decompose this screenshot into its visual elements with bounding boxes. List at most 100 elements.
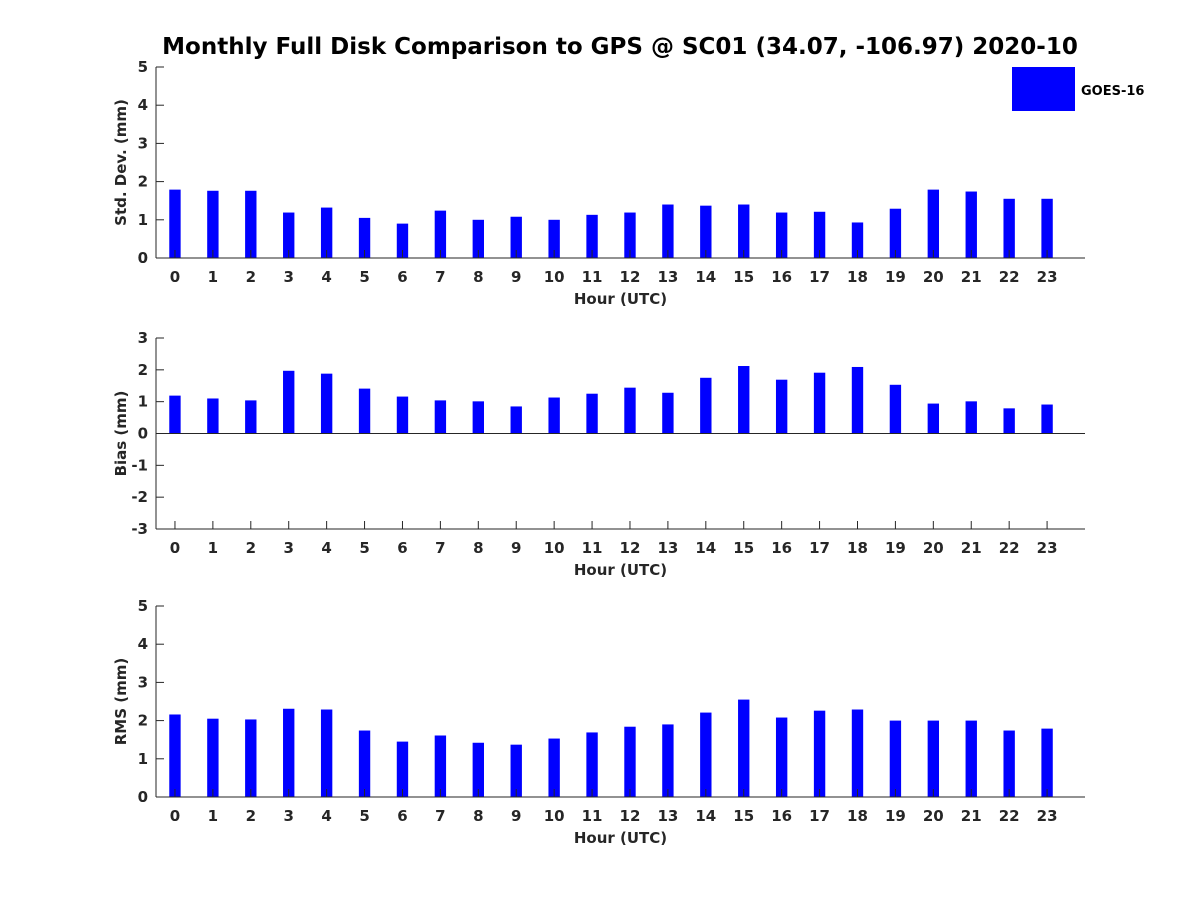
bar [1041,404,1053,434]
x-tick-label: 0 [170,268,180,286]
bar [700,712,712,797]
y-tick-label: 5 [138,597,148,615]
y-tick-label: 0 [138,788,148,806]
bar [548,219,560,258]
x-tick-label: 21 [961,807,982,825]
bar [548,397,560,434]
bar [207,398,219,434]
x-tick-label: 8 [473,539,483,557]
legend-swatch [1012,67,1075,111]
bar [662,724,674,797]
y-axis-label: Std. Dev. (mm) [112,99,130,226]
x-tick-label: 22 [999,268,1020,286]
x-tick-label: 2 [246,268,256,286]
x-tick-label: 11 [582,539,603,557]
x-tick-label: 5 [359,268,369,286]
x-tick-label: 22 [999,539,1020,557]
bar [586,732,598,797]
y-tick-label: 3 [138,329,148,347]
y-tick-label: 0 [138,249,148,267]
bar [434,400,447,434]
bar [662,392,674,434]
bar [169,395,181,434]
bar [207,718,219,797]
x-tick-label: 7 [435,268,445,286]
bar [662,204,674,258]
x-tick-label: 21 [961,268,982,286]
bar [245,190,257,258]
legend-label: GOES-16 [1081,84,1144,99]
bar [775,379,788,434]
bar [700,205,712,258]
x-tick-label: 19 [885,539,906,557]
x-tick-label: 18 [847,539,868,557]
x-tick-label: 10 [544,539,565,557]
bar [1003,730,1015,797]
x-tick-label: 17 [809,539,830,557]
bar [396,223,409,258]
bar [624,726,636,797]
y-tick-label: 1 [138,211,148,229]
bar [283,370,295,434]
bar [813,211,826,258]
x-tick-label: 2 [246,539,256,557]
bar [851,709,864,797]
bar [775,717,788,797]
bar [889,208,902,258]
bar [1003,198,1015,258]
x-tick-label: 20 [923,539,944,557]
bar [624,212,636,258]
bar [472,742,484,797]
bar [586,214,598,258]
x-tick-label: 15 [733,268,754,286]
bar [358,730,371,797]
x-tick-label: 14 [695,539,716,557]
y-tick-label: 4 [138,96,148,114]
x-tick-label: 2 [246,807,256,825]
x-tick-label: 9 [511,539,521,557]
x-tick-label: 3 [283,539,293,557]
bar [738,699,750,797]
x-tick-label: 1 [208,539,218,557]
y-axis-label: Bias (mm) [112,391,130,477]
y-tick-label: 4 [138,635,148,653]
x-tick-label: 3 [283,268,293,286]
x-tick-label: 16 [771,268,792,286]
x-tick-label: 4 [321,268,331,286]
x-tick-label: 9 [511,807,521,825]
x-axis-label: Hour (UTC) [574,561,667,579]
x-tick-label: 11 [582,807,603,825]
bar [927,189,940,258]
bar [738,366,750,434]
y-tick-label: 2 [138,361,148,379]
bar [851,222,864,258]
bar [207,190,219,258]
chart-title: Monthly Full Disk Comparison to GPS @ SC… [162,34,1078,60]
y-tick-label: -2 [131,488,148,506]
x-tick-label: 12 [620,539,641,557]
x-axis-label: Hour (UTC) [574,290,667,308]
x-tick-label: 13 [657,539,678,557]
bar [245,719,257,797]
bar [320,207,333,258]
x-tick-label: 14 [695,807,716,825]
bar [434,210,447,258]
bar [320,709,333,797]
x-tick-label: 1 [208,807,218,825]
x-tick-label: 20 [923,268,944,286]
x-tick-label: 1 [208,268,218,286]
y-axis-label: RMS (mm) [112,658,130,745]
bar [472,401,484,434]
bar [927,720,940,797]
x-tick-label: 19 [885,807,906,825]
x-tick-label: 7 [435,539,445,557]
bar [889,720,902,797]
y-tick-label: 0 [138,425,148,443]
x-tick-label: 0 [170,539,180,557]
x-tick-label: 16 [771,807,792,825]
x-tick-label: 15 [733,539,754,557]
bar [965,401,977,434]
x-tick-label: 4 [321,807,331,825]
